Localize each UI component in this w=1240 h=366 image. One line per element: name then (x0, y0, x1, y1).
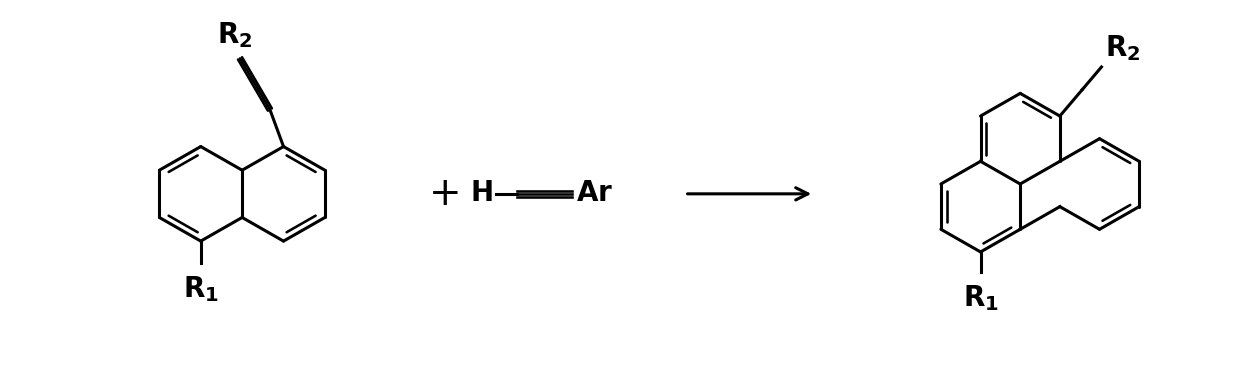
Text: $\mathbf{H}$: $\mathbf{H}$ (470, 180, 492, 207)
Text: $\mathbf{R_1}$: $\mathbf{R_1}$ (182, 274, 218, 305)
Text: $\mathbf{Ar}$: $\mathbf{Ar}$ (577, 180, 614, 207)
Text: $\mathbf{R_1}$: $\mathbf{R_1}$ (962, 283, 998, 313)
Text: $\mathbf{R_2}$: $\mathbf{R_2}$ (1105, 33, 1141, 63)
Text: $+$: $+$ (428, 175, 458, 213)
Text: $\mathbf{R_2}$: $\mathbf{R_2}$ (217, 21, 253, 51)
